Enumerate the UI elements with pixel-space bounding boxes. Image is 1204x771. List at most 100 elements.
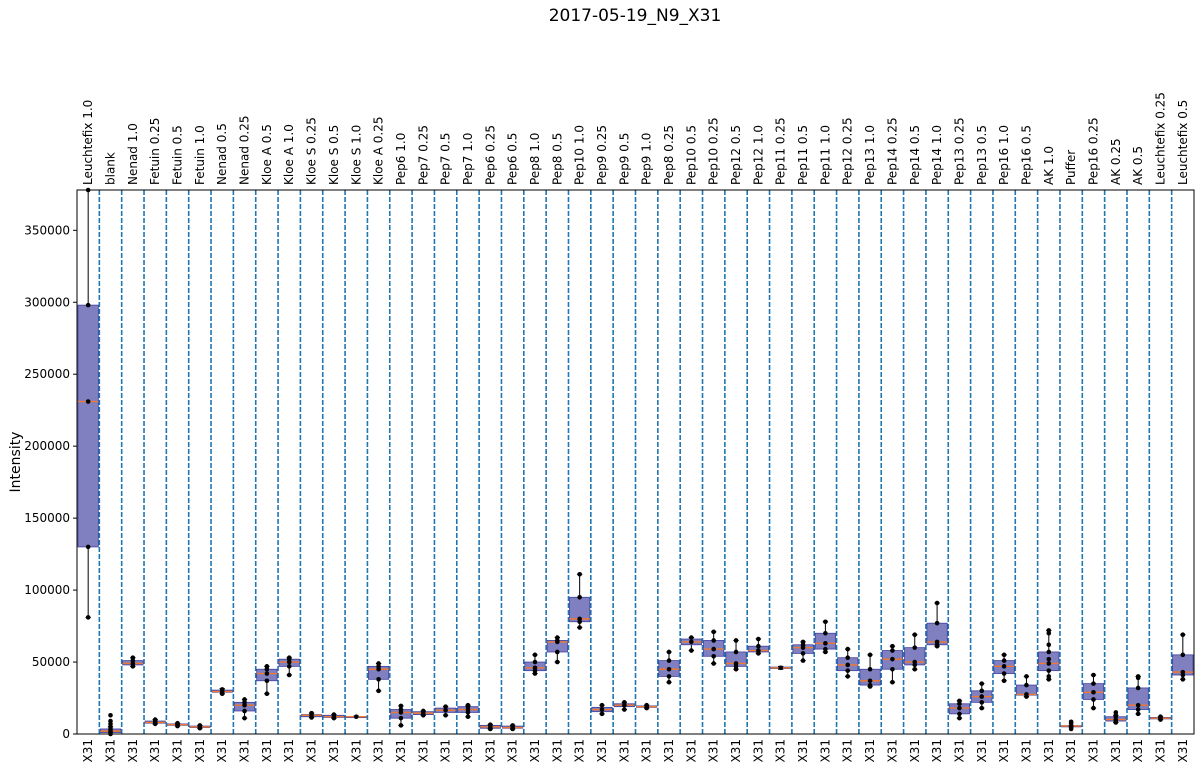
data-point <box>555 649 560 655</box>
data-point <box>398 707 404 712</box>
category-label: Kloe S 0.5 <box>327 125 341 185</box>
data-point <box>1091 697 1096 702</box>
bottom-tick-label: X31 <box>617 739 631 763</box>
data-point <box>465 702 471 708</box>
data-point <box>711 646 716 652</box>
data-point <box>800 651 806 656</box>
bottom-tick-label: X31 <box>841 739 855 763</box>
y-tick-label: 200000 <box>24 439 70 453</box>
bottom-tick-label: X31 <box>550 739 564 763</box>
data-point <box>800 639 806 645</box>
data-point <box>711 653 716 659</box>
data-point <box>890 679 895 685</box>
data-point <box>376 677 381 682</box>
bottom-tick-label: X31 <box>1153 739 1167 763</box>
category-label: Kloe S 0.25 <box>305 117 319 185</box>
category-label: Pep8 0.25 <box>662 125 676 185</box>
data-point <box>689 639 694 645</box>
category-label: Pep10 0.25 <box>707 117 721 185</box>
data-point <box>286 655 292 661</box>
data-point <box>756 636 761 642</box>
data-point <box>398 703 404 709</box>
data-point <box>1091 681 1096 686</box>
data-point <box>957 711 962 717</box>
data-point <box>890 643 895 649</box>
y-axis-label: Intensity <box>8 432 24 493</box>
data-point <box>532 665 538 671</box>
bottom-tick-label: X31 <box>528 739 542 763</box>
data-point <box>1068 719 1074 725</box>
bottom-tick-label: X31 <box>863 739 877 763</box>
bottom-tick-label: X31 <box>818 739 832 763</box>
data-point <box>957 705 962 711</box>
data-point <box>823 619 828 625</box>
data-point <box>465 714 471 720</box>
category-label: Pep14 0.5 <box>908 125 922 185</box>
y-tick-label: 250000 <box>24 367 70 381</box>
bottom-tick-label: X31 <box>908 739 922 763</box>
category-label: blank <box>104 152 118 185</box>
category-label: Pep11 0.25 <box>774 117 788 185</box>
data-point <box>957 715 962 721</box>
data-point <box>487 722 493 727</box>
data-point <box>756 643 761 649</box>
data-point <box>1046 661 1052 666</box>
data-point <box>867 682 873 688</box>
bottom-tick-label: X31 <box>595 739 609 763</box>
data-point <box>1091 689 1096 695</box>
bottom-tick-label: X31 <box>1042 739 1056 763</box>
data-point <box>286 672 292 678</box>
data-point <box>1046 656 1052 662</box>
chart-title: 2017-05-19_N9_X31 <box>549 6 722 26</box>
bottom-tick-label: X31 <box>349 739 363 763</box>
data-point <box>85 615 91 620</box>
data-point <box>912 659 918 665</box>
data-point <box>912 645 918 650</box>
bottom-tick-label: X31 <box>215 739 229 763</box>
category-label: Leuchtefix 0.25 <box>1153 92 1167 185</box>
category-label: Pep13 1.0 <box>863 125 877 185</box>
bottom-tick-label: X31 <box>126 739 140 763</box>
data-point <box>1046 642 1052 648</box>
data-point <box>845 655 851 661</box>
plot-background <box>77 190 1194 734</box>
category-label: Pep6 1.0 <box>394 133 408 185</box>
data-point <box>845 646 851 652</box>
category-label: Pep10 0.5 <box>684 125 698 185</box>
category-label: Fetuin 0.25 <box>148 118 162 185</box>
data-point <box>443 707 448 713</box>
data-point <box>197 723 203 728</box>
data-point <box>867 678 873 684</box>
category-label: Pep7 0.25 <box>416 125 430 185</box>
data-point <box>555 659 560 665</box>
category-label: Pep14 1.0 <box>930 125 944 185</box>
data-point <box>1135 711 1141 717</box>
data-point <box>890 656 895 662</box>
data-point <box>689 635 694 640</box>
category-label: Pep14 0.25 <box>885 117 899 185</box>
data-point <box>890 648 895 653</box>
data-point <box>845 674 851 679</box>
data-point <box>666 679 672 685</box>
data-point <box>443 712 448 718</box>
bottom-tick-label: X31 <box>327 739 341 763</box>
category-label: Nenad 1.0 <box>126 123 140 185</box>
data-point <box>264 678 270 684</box>
category-label: Kloe A 1.0 <box>282 124 296 185</box>
bottom-tick-label: X31 <box>305 739 319 763</box>
bottom-tick-label: X31 <box>975 739 989 763</box>
data-point <box>286 664 292 669</box>
data-point <box>108 718 113 724</box>
data-point <box>398 715 404 721</box>
category-label: Pep11 1.0 <box>818 125 832 185</box>
bottom-tick-label: X31 <box>171 739 185 763</box>
data-point <box>599 707 605 712</box>
category-label: Pep9 0.25 <box>595 125 609 185</box>
data-point <box>1135 707 1141 712</box>
category-label: AK 0.25 <box>1109 138 1123 185</box>
data-point <box>376 661 381 666</box>
category-label: Pep16 0.5 <box>1019 125 1033 185</box>
category-label: Pep12 0.5 <box>729 125 743 185</box>
data-point <box>1024 682 1029 688</box>
